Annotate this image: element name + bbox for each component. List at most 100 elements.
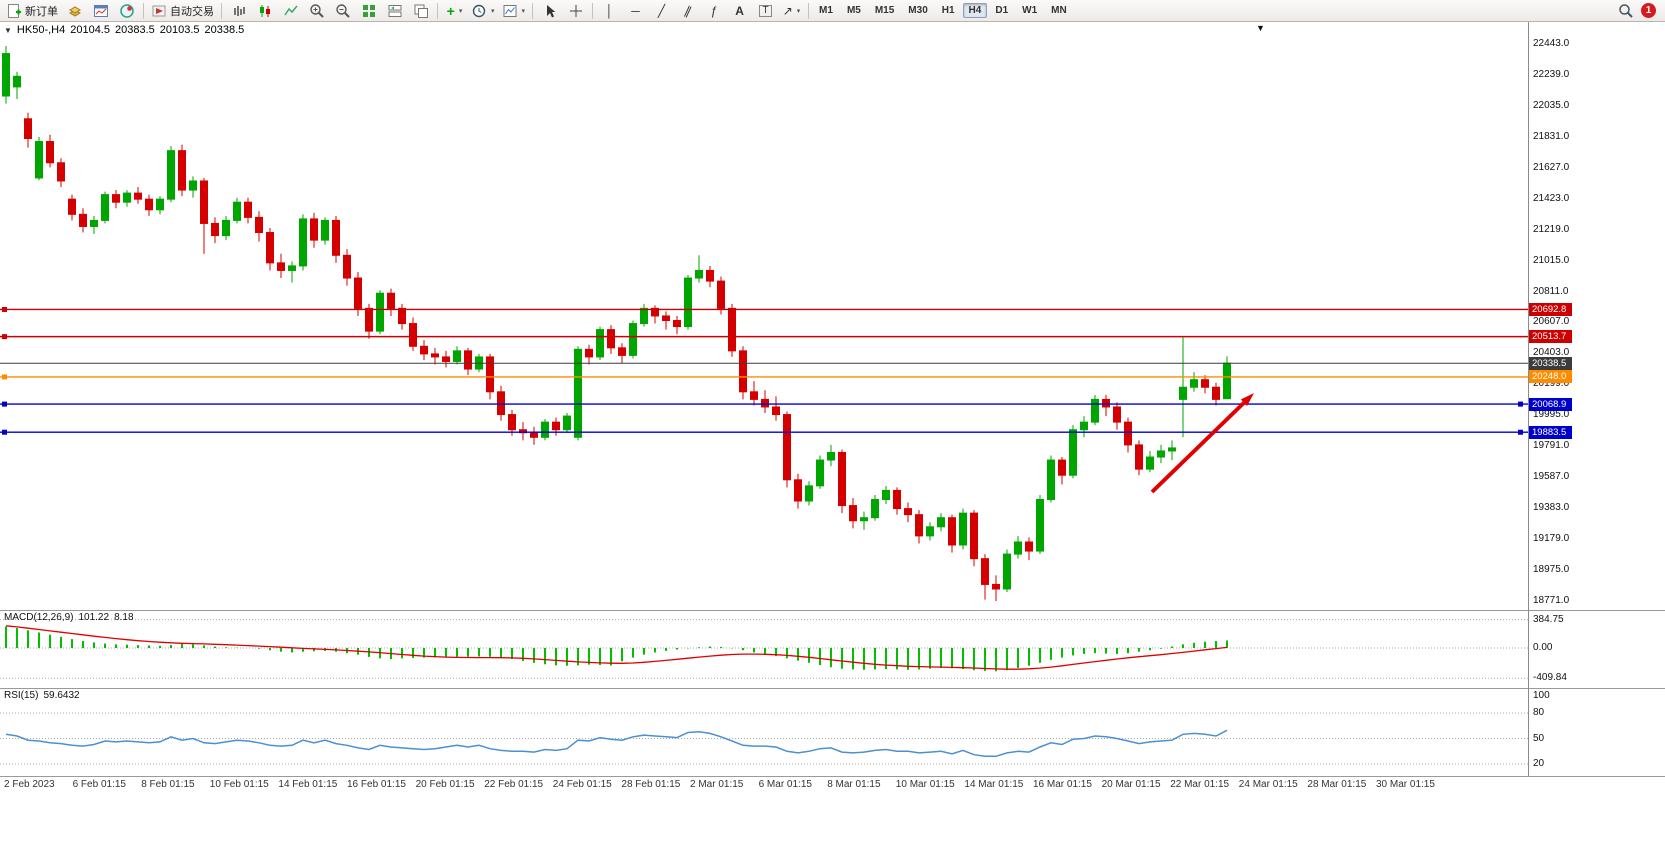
rsi-line bbox=[5, 729, 1228, 758]
zoom-out-button[interactable] bbox=[330, 0, 355, 21]
timeframe-w1-button[interactable]: W1 bbox=[1022, 5, 1038, 16]
gold-box-icon bbox=[68, 5, 81, 17]
line-chart-icon bbox=[283, 5, 298, 15]
cascade-windows-icon bbox=[414, 4, 428, 18]
main-chart-panel[interactable]: ▼ HK50-,H4 20104.5 20383.5 20103.5 20338… bbox=[0, 22, 1665, 610]
price-axis-label: 19179.0 bbox=[1533, 533, 1570, 545]
candle bbox=[904, 502, 912, 523]
channel-button[interactable]: ∥ bbox=[675, 0, 700, 21]
chevron-down-icon: ▾ bbox=[796, 7, 801, 15]
shapes-button[interactable]: ↗ ▾ bbox=[779, 0, 804, 21]
candle bbox=[1179, 337, 1187, 438]
candle bbox=[277, 253, 285, 279]
period-button[interactable]: ▾ bbox=[468, 0, 498, 21]
candlestick-chart-button[interactable] bbox=[252, 0, 277, 21]
trendline-button[interactable]: ╱ bbox=[649, 0, 674, 21]
timeframe-m5-button[interactable]: M5 bbox=[846, 5, 861, 16]
macd-panel[interactable]: MACD(12,26,9) 101.22 8.18 384.75 0.00 -409… bbox=[0, 610, 1665, 688]
timeframe-mn-button[interactable]: MN bbox=[1051, 5, 1067, 16]
macd-axis-label: -409.84 bbox=[1533, 672, 1567, 684]
bar-chart-button[interactable] bbox=[226, 0, 251, 21]
timeframe-m1-button[interactable]: M1 bbox=[819, 5, 833, 16]
candle bbox=[695, 255, 703, 283]
rsi-axis-label: 80 bbox=[1533, 707, 1545, 718]
search-button[interactable] bbox=[1613, 0, 1638, 21]
candle bbox=[651, 305, 659, 324]
candle bbox=[178, 144, 186, 197]
timeframe-d1-button[interactable]: D1 bbox=[995, 5, 1009, 16]
new-order-button[interactable]: 新订单 bbox=[3, 0, 61, 21]
macd-label: MACD(12,26,9) bbox=[4, 612, 74, 623]
line-chart-button[interactable] bbox=[278, 0, 303, 21]
arrange-horizontal-button[interactable] bbox=[382, 0, 407, 21]
timeframe-h4-button[interactable]: H4 bbox=[962, 3, 988, 18]
cascade-windows-button[interactable] bbox=[408, 0, 433, 21]
candle bbox=[310, 212, 318, 248]
candle bbox=[508, 410, 516, 436]
line-handle[interactable] bbox=[2, 429, 7, 435]
cursor-button[interactable] bbox=[537, 0, 562, 21]
add-indicator-button[interactable]: + ▾ bbox=[442, 0, 467, 21]
price-axis-label: 22239.0 bbox=[1533, 68, 1570, 80]
candle bbox=[68, 194, 76, 221]
fibonacci-button[interactable]: ƒ bbox=[701, 0, 726, 21]
crosshair-button[interactable] bbox=[563, 0, 588, 21]
line-handle[interactable] bbox=[2, 374, 7, 380]
macd-main-value: 101.22 bbox=[78, 612, 110, 623]
candle bbox=[739, 346, 747, 400]
zoom-in-button[interactable] bbox=[304, 0, 329, 21]
time-axis-label: 2 Feb 2023 bbox=[4, 779, 55, 790]
candle bbox=[1146, 450, 1154, 473]
candle bbox=[1190, 372, 1198, 392]
candle bbox=[1069, 425, 1077, 479]
candle bbox=[1058, 457, 1066, 485]
candle bbox=[1025, 537, 1033, 561]
channel-icon: ∥ bbox=[681, 2, 694, 19]
candle bbox=[948, 514, 956, 553]
label-tool-button[interactable]: T bbox=[753, 0, 778, 21]
timeframe-m15-button[interactable]: M15 bbox=[874, 5, 895, 16]
candle bbox=[442, 350, 450, 368]
time-axis-label: 8 Mar 01:15 bbox=[827, 779, 881, 790]
trend-arrow-head[interactable] bbox=[1240, 393, 1254, 406]
chart-window-button[interactable] bbox=[88, 0, 113, 21]
candle bbox=[530, 426, 538, 445]
line-handle[interactable] bbox=[1518, 401, 1523, 407]
text-tool-button[interactable]: A bbox=[727, 0, 752, 21]
line-handle[interactable] bbox=[2, 306, 7, 312]
symbol-dropdown-icon[interactable]: ▼ bbox=[4, 25, 12, 35]
template-button[interactable]: ▾ bbox=[499, 0, 529, 21]
price-axis-label: 19383.0 bbox=[1533, 502, 1570, 514]
price-axis-label: 18771.0 bbox=[1533, 594, 1570, 606]
candle bbox=[376, 290, 384, 335]
time-axis-label: 16 Feb 01:15 bbox=[347, 779, 406, 790]
price-axis-label: 22443.0 bbox=[1533, 38, 1570, 49]
toolbar: 新订单 自动交易 bbox=[0, 0, 1665, 22]
line-handle[interactable] bbox=[2, 401, 7, 407]
auto-trading-button[interactable]: 自动交易 bbox=[148, 0, 217, 21]
search-icon bbox=[1618, 3, 1633, 18]
vertical-line-button[interactable]: │ bbox=[597, 0, 622, 21]
price-axis-label: 21831.0 bbox=[1533, 130, 1570, 142]
candle bbox=[849, 497, 857, 529]
candle bbox=[57, 158, 65, 188]
timeframe-m30-button[interactable]: M30 bbox=[908, 5, 928, 16]
candle bbox=[222, 215, 230, 241]
line-handle[interactable] bbox=[2, 334, 7, 340]
notification-badge[interactable]: 1 bbox=[1641, 3, 1656, 18]
chart-shift-marker[interactable]: ▼ bbox=[1256, 23, 1265, 33]
zoom-out-icon bbox=[335, 3, 350, 18]
rsi-panel[interactable]: RSI(15) 59.6432 100 80 50 20 bbox=[0, 688, 1665, 776]
toolbar-separator bbox=[221, 2, 222, 19]
time-axis-label: 22 Feb 01:15 bbox=[484, 779, 544, 790]
trend-arrow[interactable] bbox=[1150, 401, 1246, 494]
tile-windows-button[interactable] bbox=[356, 0, 381, 21]
horizontal-line-button[interactable]: ─ bbox=[623, 0, 648, 21]
time-axis[interactable]: 2 Feb 2023 6 Feb 01:15 8 Feb 01:15 10 Feb 0… bbox=[0, 776, 1665, 795]
globe-button[interactable] bbox=[114, 0, 139, 21]
gold-box-button[interactable] bbox=[62, 0, 87, 21]
timeframe-h1-button[interactable]: H1 bbox=[941, 5, 955, 16]
line-handle[interactable] bbox=[1518, 429, 1523, 435]
candle bbox=[244, 197, 252, 224]
candle bbox=[959, 508, 967, 550]
